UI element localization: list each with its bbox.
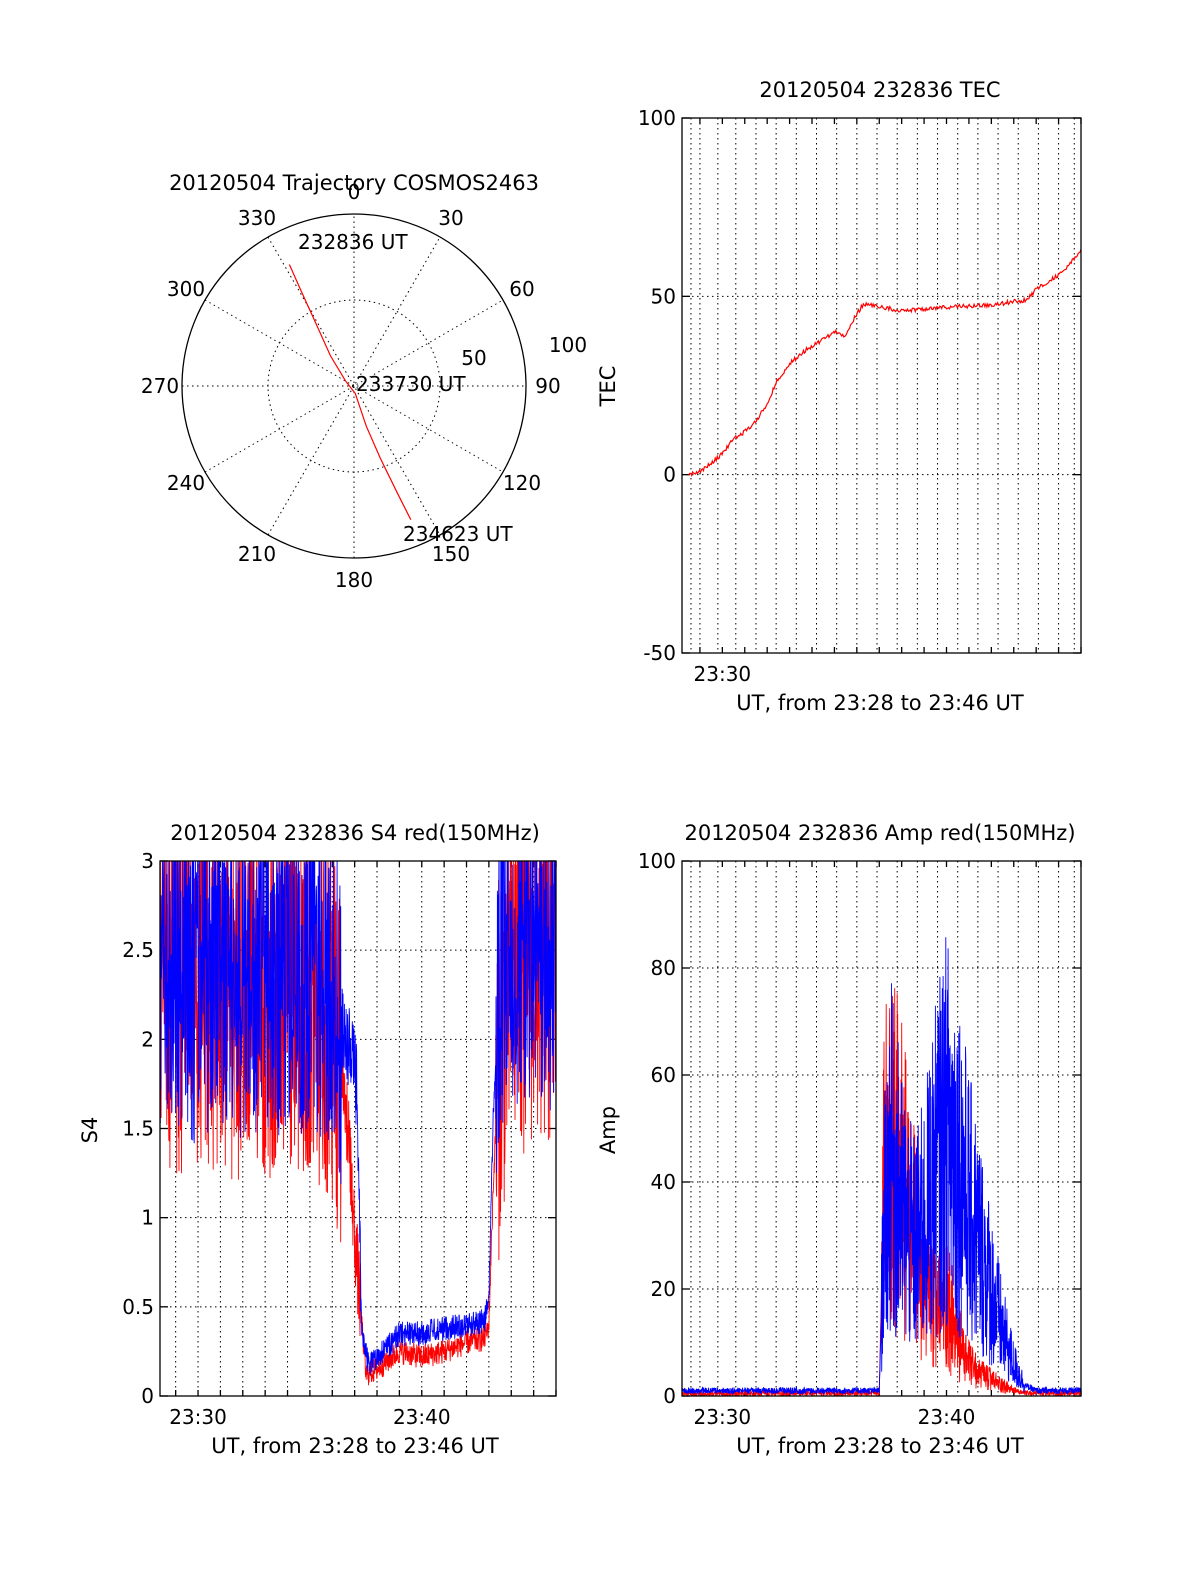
amp-plot-area: 0 20 40 60 80 100 23:30 23:40	[638, 849, 1082, 1429]
x-tick-label: 23:30	[169, 1405, 227, 1429]
polar-radius-label-50: 50	[461, 346, 486, 370]
y-tick-label: 1	[141, 1206, 154, 1230]
plot-frame	[681, 860, 1082, 1397]
y-tick-label: 60	[651, 1063, 676, 1087]
x-tick-label: 23:40	[393, 1405, 451, 1429]
polar-inner-circle	[267, 299, 441, 473]
y-tick-label: 100	[638, 106, 676, 130]
tec-xlabel: UT, from 23:28 to 23:46 UT	[736, 691, 1024, 715]
polar-radius-label-100: 100	[549, 333, 587, 357]
y-tick-label: 2	[141, 1027, 154, 1051]
polar-panel: 20120504 Trajectory COSMOS2463 0 30 60 90 12…	[141, 171, 587, 592]
y-tick-label: 20	[651, 1277, 676, 1301]
s4-xlabel: UT, from 23:28 to 23:46 UT	[211, 1434, 499, 1458]
polar-outer-circle	[181, 213, 527, 559]
polar-azimuth-label: 240	[167, 471, 205, 495]
x-tick-label: 23:30	[694, 1405, 752, 1429]
s4-ylabel: S4	[78, 1117, 102, 1144]
s4-title: 20120504 232836 S4 red(150MHz)	[170, 821, 540, 845]
polar-azimuth-label: 330	[238, 206, 276, 230]
plot-frame	[681, 117, 1082, 654]
y-tick-label: 1.5	[122, 1117, 154, 1141]
y-tick-label: -50	[643, 641, 676, 665]
polar-azimuth-label: 150	[432, 542, 470, 566]
y-tick-label: 40	[651, 1170, 676, 1194]
y-tick-label: 0	[141, 1384, 154, 1408]
amp-ylabel: Amp	[596, 1106, 620, 1154]
polar-azimuth-label: 270	[141, 374, 179, 398]
tec-ylabel: TEC	[596, 366, 620, 408]
amp-title: 20120504 232836 Amp red(150MHz)	[684, 821, 1075, 845]
polar-title: 20120504 Trajectory COSMOS2463	[169, 171, 539, 195]
amp-panel: 20120504 232836 Amp red(150MHz) Amp UT, …	[596, 821, 1082, 1458]
y-tick-label: 80	[651, 956, 676, 980]
y-tick-label: 50	[651, 284, 676, 308]
tec-plot-area: -50 0 50 100 23:30	[638, 106, 1082, 686]
x-tick-label: 23:40	[918, 1405, 976, 1429]
series-line	[682, 937, 1081, 1396]
y-tick-label: 0.5	[122, 1295, 154, 1319]
tec-panel: 20120504 232836 TEC TEC UT, from 23:28 t…	[596, 78, 1082, 715]
y-tick-label: 0	[663, 1384, 676, 1408]
y-tick-label: 100	[638, 849, 676, 873]
polar-azimuth-labels: 0 30 60 90 120 150 180 210 240 270 300 330	[141, 180, 561, 592]
s4-plot-area: 0 0.5 1 1.5 2 2.5 3 23:30 23:40	[122, 849, 557, 1429]
trajectory-start-label: 232836 UT	[298, 230, 408, 254]
polar-azimuth-label: 210	[238, 542, 276, 566]
polar-grid	[181, 213, 527, 559]
x-tick-label: 23:30	[694, 662, 752, 686]
polar-azimuth-label: 60	[509, 277, 534, 301]
tec-title: 20120504 232836 TEC	[759, 78, 1000, 102]
plot-frame	[159, 860, 557, 1397]
s4-panel: 20120504 232836 S4 red(150MHz) S4 UT, fr…	[78, 821, 557, 1458]
polar-azimuth-label: 90	[535, 374, 560, 398]
polar-azimuth-label: 0	[348, 180, 361, 204]
polar-azimuth-label: 30	[438, 206, 463, 230]
polar-azimuth-label: 180	[335, 568, 373, 592]
trajectory-mid-label: 233730 UT	[356, 372, 466, 396]
y-tick-label: 3	[141, 849, 154, 873]
amp-xlabel: UT, from 23:28 to 23:46 UT	[736, 1434, 1024, 1458]
y-tick-label: 0	[663, 463, 676, 487]
trajectory-line	[288, 264, 412, 520]
series-line	[160, 861, 556, 1375]
series-line	[688, 249, 1081, 478]
trajectory-end-label: 234623 UT	[403, 522, 513, 546]
polar-azimuth-label: 300	[167, 277, 205, 301]
polar-azimuth-label: 120	[503, 471, 541, 495]
y-tick-label: 2.5	[122, 938, 154, 962]
